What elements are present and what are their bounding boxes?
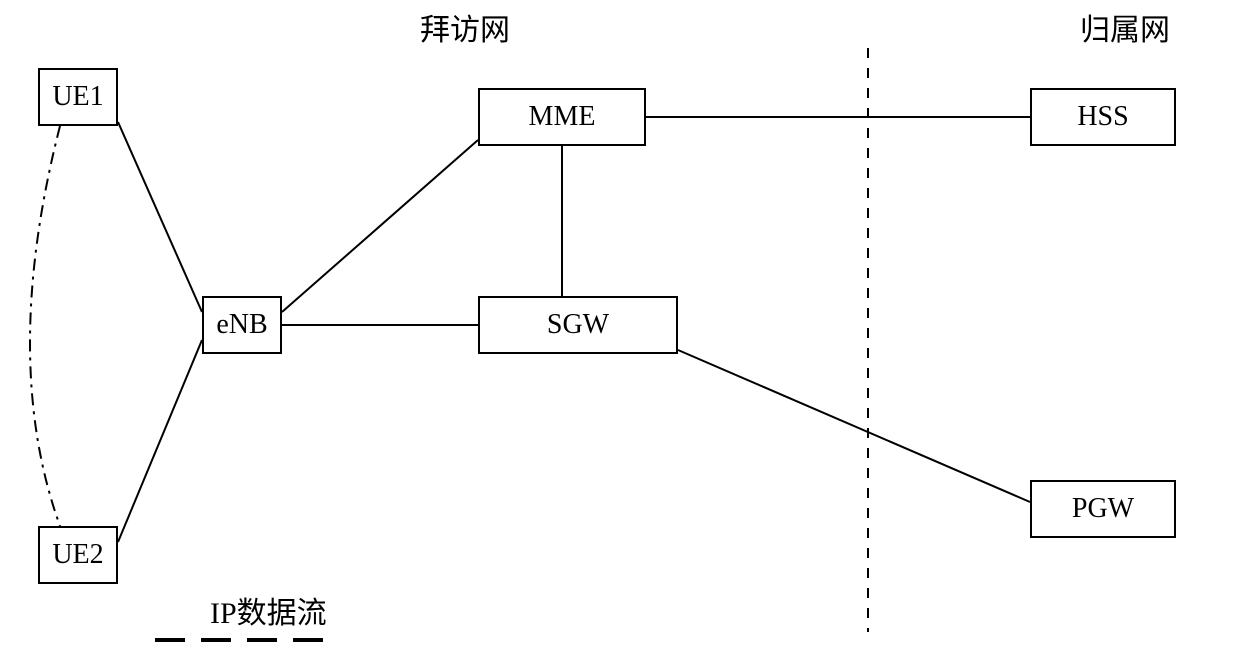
node-sgw: SGW xyxy=(478,296,678,354)
edge-sgw-pgw xyxy=(678,350,1030,502)
edge-ue2-enb xyxy=(118,340,202,542)
node-pgw: PGW xyxy=(1030,480,1176,538)
ip-data-flow-label: IP数据流 xyxy=(210,588,327,632)
edge-ue1-ue2-dataflow xyxy=(30,126,60,526)
node-mme-label: MME xyxy=(529,101,596,133)
node-ue1-label: UE1 xyxy=(52,81,103,113)
node-ue2-label: UE2 xyxy=(52,539,103,571)
node-hss-label: HSS xyxy=(1077,101,1128,133)
edge-ue1-enb xyxy=(118,122,202,312)
node-mme: MME xyxy=(478,88,646,146)
node-ue1: UE1 xyxy=(38,68,118,126)
node-pgw-label: PGW xyxy=(1072,493,1134,525)
node-enb-label: eNB xyxy=(216,309,267,341)
home-network-label: 归属网 xyxy=(1080,5,1170,49)
node-sgw-label: SGW xyxy=(547,309,609,341)
visited-network-label: 拜访网 xyxy=(420,5,510,49)
edge-enb-mme xyxy=(282,140,478,312)
node-ue2: UE2 xyxy=(38,526,118,584)
node-enb: eNB xyxy=(202,296,282,354)
node-hss: HSS xyxy=(1030,88,1176,146)
